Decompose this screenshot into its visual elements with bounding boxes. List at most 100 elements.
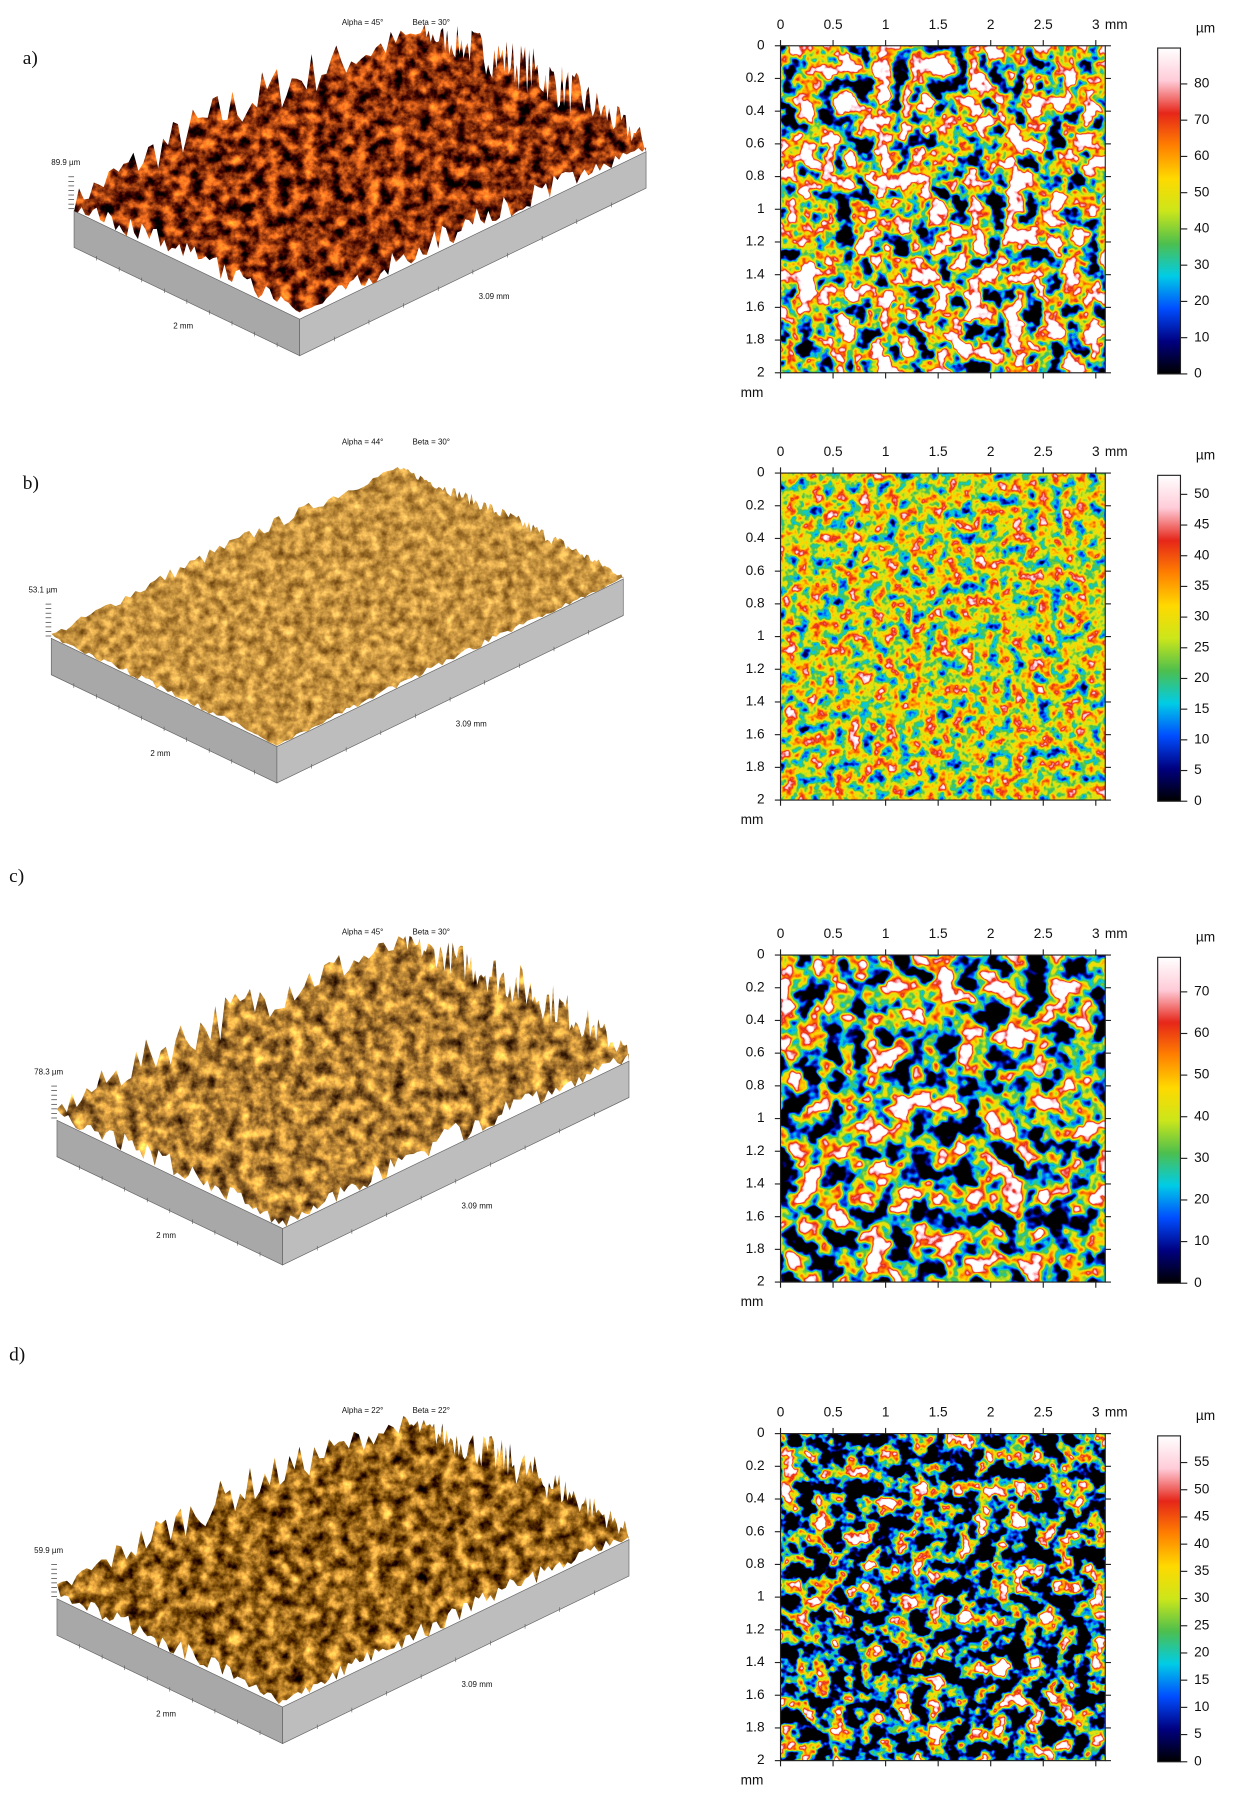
colorbar-tick-label: 0 [1194, 366, 1202, 381]
y-tick-label: 1.4 [746, 1176, 765, 1191]
height-label: 78.3 µm [34, 1068, 63, 1077]
colorbar-tick-label: 40 [1194, 547, 1210, 562]
y-tick-label: 0.4 [746, 103, 765, 118]
angle-alpha: Alpha = 22° [342, 1406, 384, 1415]
y-tick-label: 0.8 [746, 168, 765, 183]
colorbar-tick-label: 25 [1194, 639, 1210, 654]
colorbar-tick-label: 0 [1194, 1275, 1202, 1290]
colorbar-tick-label: 50 [1194, 1067, 1210, 1082]
angle-beta: Beta = 30° [412, 927, 450, 936]
colorbar-tick-label: 10 [1194, 329, 1210, 344]
width-label: 2 mm [173, 322, 193, 331]
colorbar-tick-label: 15 [1194, 701, 1210, 716]
colorbar-tick-label: 40 [1194, 221, 1210, 236]
x-tick-label: 1 [882, 444, 890, 459]
colorbar-tick-label: 35 [1194, 1563, 1210, 1578]
colorbar-tick-label: 60 [1194, 1025, 1210, 1040]
width-label: 2 mm [156, 1231, 176, 1240]
height-label: 59.9 µm [34, 1546, 63, 1555]
x-tick-label: 2 [987, 1405, 995, 1420]
length-label: 3.09 mm [456, 719, 487, 728]
y-tick-label: 1.8 [746, 332, 765, 347]
colorbar-tick-label: 80 [1194, 76, 1210, 91]
y-tick-label: 1.6 [746, 1687, 765, 1702]
height-map [781, 473, 1106, 800]
y-tick-label: 0.4 [746, 530, 765, 545]
y-tick-label: 1.6 [746, 726, 765, 741]
colorbar-tick-label: 10 [1194, 731, 1210, 746]
colorbar [1158, 957, 1181, 1283]
y-tick-label: 0.2 [746, 70, 765, 85]
colorbar-tick-label: 30 [1194, 609, 1210, 624]
colorbar-tick-label: 0 [1194, 793, 1202, 808]
angle-beta: Beta = 30° [412, 437, 450, 446]
colorbar-tick-label: 30 [1194, 1590, 1210, 1605]
y-tick-label: 0.8 [746, 595, 765, 610]
x-tick-label: 0 [777, 444, 785, 459]
height-map [781, 955, 1106, 1282]
length-label: 3.09 mm [461, 1201, 492, 1210]
y-tick-label: 2 [757, 364, 765, 379]
x-tick-label: 1 [882, 17, 890, 32]
colorbar-tick-label: 40 [1194, 1108, 1210, 1123]
y-unit: mm [741, 812, 764, 827]
x-tick-label: 2 [987, 926, 995, 941]
colorbar-tick-label: 20 [1194, 1645, 1210, 1660]
x-tick-label: 1.5 [929, 444, 948, 459]
y-tick-label: 1.4 [746, 1654, 765, 1669]
y-tick-label: 1 [757, 1110, 765, 1125]
x-unit: mm [1105, 926, 1128, 941]
y-unit: mm [741, 1773, 764, 1788]
angle-alpha: Alpha = 44° [342, 437, 384, 446]
length-label: 3.09 mm [461, 1680, 492, 1689]
y-tick-label: 1.8 [746, 1241, 765, 1256]
width-label: 2 mm [150, 749, 170, 758]
colorbar [1158, 48, 1181, 374]
colorbar-tick-label: 10 [1194, 1699, 1210, 1714]
y-tick-label: 0 [757, 947, 765, 962]
page: {"panels":[ {"label":"a)","view3d":{"alp… [0, 0, 1242, 1795]
x-tick-label: 3 [1092, 17, 1100, 32]
colorbar-tick-label: 70 [1194, 112, 1210, 127]
y-unit: mm [741, 385, 764, 400]
x-tick-label: 1.5 [929, 1405, 948, 1420]
figure: a)Alpha = 45°Beta = 30°89.9 µm2 mm3.09 m… [0, 0, 1242, 1795]
colorbar-tick-label: 5 [1194, 762, 1202, 777]
x-tick-label: 0 [777, 17, 785, 32]
colorbar [1158, 1436, 1181, 1762]
x-tick-label: 3 [1092, 444, 1100, 459]
angle-beta: Beta = 30° [412, 18, 450, 27]
colorbar-tick-label: 40 [1194, 1536, 1210, 1551]
length-label: 3.09 mm [479, 292, 510, 301]
y-tick-label: 2 [757, 1274, 765, 1289]
colorbar-tick-label: 50 [1194, 486, 1210, 501]
x-tick-label: 0.5 [824, 17, 843, 32]
x-tick-label: 0.5 [824, 926, 843, 941]
y-tick-label: 1.6 [746, 299, 765, 314]
x-tick-label: 0.5 [824, 1405, 843, 1420]
panel-label: a) [23, 48, 38, 69]
y-tick-label: 0.8 [746, 1077, 765, 1092]
angle-alpha: Alpha = 45° [342, 18, 384, 27]
colorbar-tick-label: 60 [1194, 148, 1210, 163]
y-tick-label: 2 [757, 1752, 765, 1767]
y-tick-label: 0.2 [746, 1458, 765, 1473]
y-tick-label: 1.2 [746, 1621, 765, 1636]
x-tick-label: 2 [987, 444, 995, 459]
y-tick-label: 0.2 [746, 497, 765, 512]
y-tick-label: 0 [757, 1425, 765, 1440]
y-tick-label: 1.4 [746, 266, 765, 281]
y-tick-label: 0.6 [746, 563, 765, 578]
x-tick-label: 2.5 [1034, 926, 1053, 941]
x-tick-label: 2.5 [1034, 1405, 1053, 1420]
colorbar-tick-label: 70 [1194, 983, 1210, 998]
x-unit: mm [1105, 444, 1128, 459]
panel-label: c) [9, 866, 24, 887]
y-tick-label: 1 [757, 1589, 765, 1604]
y-tick-label: 1.2 [746, 1143, 765, 1158]
angle-alpha: Alpha = 45° [342, 927, 384, 936]
x-tick-label: 2 [987, 17, 995, 32]
x-tick-label: 2.5 [1034, 444, 1053, 459]
x-tick-label: 3 [1092, 926, 1100, 941]
colorbar-tick-label: 5 [1194, 1726, 1202, 1741]
